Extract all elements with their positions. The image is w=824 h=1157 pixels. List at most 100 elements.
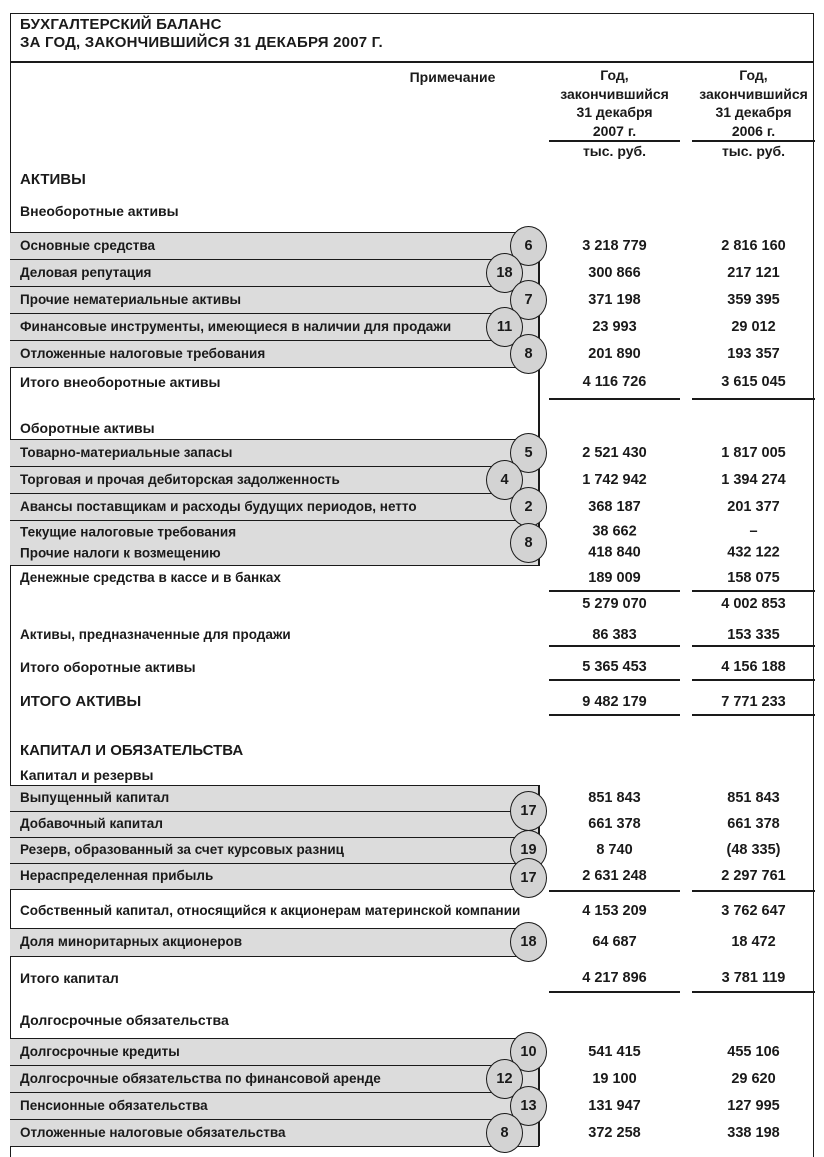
value-2006: 2 816 160 — [721, 237, 786, 254]
value-2006: (48 335) — [726, 842, 781, 858]
note-badge: 13 — [510, 1085, 547, 1126]
subsection-heading-capital: Капитал и резервы — [20, 767, 154, 783]
value-2006: 29 012 — [731, 318, 776, 335]
value-2007: 189 009 — [588, 569, 641, 586]
value-2007: 8 740 — [596, 842, 633, 858]
row-shading — [10, 520, 539, 565]
row-label: Денежные средства в кассе и в банках — [20, 569, 281, 585]
table-row: Товарно-материальные запасы 5 2 521 430 … — [10, 432, 814, 473]
note-badge: 17 — [510, 858, 547, 899]
total-rule — [549, 991, 680, 993]
value-2007: 86 383 — [592, 627, 637, 643]
value-2006: 3 781 119 — [721, 970, 786, 986]
value-2006: 127 995 — [727, 1097, 780, 1114]
table-row: Добавочный капитал 17 661 378 661 378 — [10, 791, 814, 837]
value-2007: 131 947 — [588, 1097, 641, 1114]
grand-total-rule — [549, 714, 680, 716]
value-2007: 371 198 — [588, 291, 641, 308]
current-subtotal-row: 5 279 070 4 002 853 — [10, 593, 814, 615]
section-heading-assets: АКТИВЫ — [20, 171, 86, 188]
note-badge: 2 — [510, 486, 547, 527]
value-2007: 23 993 — [592, 318, 637, 335]
total-rule — [692, 991, 815, 993]
row-shading — [10, 1119, 539, 1146]
row-label: Долгосрочные кредиты — [20, 1043, 180, 1059]
value-2006: 661 378 — [727, 816, 780, 832]
value-2006: – 432 122 — [727, 523, 780, 561]
noncurrent-assets-block: Основные средства 6 3 218 779 2 816 160 … — [10, 225, 814, 374]
row-label: Долгосрочные обязательства по финансовой… — [20, 1070, 381, 1086]
table-row: Доля миноритарных акционеров 18 64 687 1… — [10, 922, 814, 962]
value-2007: 5 365 453 — [582, 658, 647, 675]
row-label: Доля миноритарных акционеров — [20, 934, 242, 949]
note-badge: 8 — [510, 522, 547, 563]
table-row: Финансовые инструменты, имеющиеся в нали… — [10, 306, 814, 347]
document-title-line2: ЗА ГОД, ЗАКОНЧИВШИЙСЯ 31 ДЕКАБРЯ 2007 Г. — [20, 34, 383, 51]
total-rule — [692, 645, 815, 647]
subsection-heading-noncurrent: Внеоборотные активы — [20, 203, 179, 219]
row-shading — [10, 863, 539, 889]
value-2006: 3 762 647 — [721, 902, 786, 919]
row-label: Резерв, образованный за счет курсовых ра… — [20, 842, 344, 857]
row-shading — [10, 313, 539, 340]
row-shading — [10, 1092, 539, 1119]
subsection-heading-current: Оборотные активы — [20, 420, 155, 436]
row-shading — [10, 439, 539, 466]
row-shading — [10, 259, 539, 286]
table-row: Отложенные налоговые обязательства 8 372… — [10, 1112, 814, 1153]
value-2006: 1 817 005 — [721, 444, 786, 461]
row-shading — [10, 493, 539, 520]
value-2006: 455 106 — [727, 1043, 780, 1060]
row-label: Отложенные налоговые требования — [20, 345, 266, 361]
row-label: Прочие нематериальные активы — [20, 291, 242, 307]
block-bottom-line — [10, 1146, 539, 1148]
row-label: Итого оборотные активы — [20, 658, 196, 675]
value-2006: 29 620 — [731, 1070, 776, 1087]
row-label: Нераспределенная прибыль — [20, 868, 214, 883]
row-label: Финансовые инструменты, имеющиеся в нали… — [20, 318, 452, 334]
document-title-line1: БУХГАЛТЕРСКИЙ БАЛАНС — [20, 16, 222, 33]
table-row: Выпущенный капитал 851 843 851 843 — [10, 785, 814, 811]
value-2007: 300 866 — [588, 264, 641, 281]
table-divider-line — [538, 232, 540, 566]
row-shading — [10, 928, 539, 956]
column-header-2006: Год, закончившийся 31 декабря 2006 г. — [699, 67, 808, 139]
value-2007: 541 415 — [588, 1043, 641, 1060]
minority-block: Доля миноритарных акционеров 18 64 687 1… — [10, 922, 814, 962]
row-label: Итого капитал — [20, 970, 119, 986]
value-2006: 4 156 188 — [721, 658, 786, 675]
total-row-noncurrent: Итого внеоборотные активы 4 116 726 3 61… — [10, 369, 814, 395]
value-2007: 4 217 896 — [582, 970, 647, 986]
column-header-2007: Год, закончившийся 31 декабря 2007 г. — [560, 67, 669, 139]
total-row-current: Итого оборотные активы 5 365 453 4 156 1… — [10, 655, 814, 678]
row-label: Собственный капитал, относящийся к акцио… — [20, 902, 521, 918]
capital-block: Выпущенный капитал 851 843 851 843 Добав… — [10, 785, 814, 899]
value-2006: 217 121 — [727, 264, 780, 281]
value-2007: 2 631 248 — [582, 868, 647, 884]
note-badge: 18 — [486, 252, 523, 293]
subtotal-rule — [692, 590, 815, 592]
value-2006: 851 843 — [727, 790, 780, 806]
value-2006: 359 395 — [727, 291, 780, 308]
value-2007: 368 187 — [588, 498, 641, 515]
total-rule — [692, 679, 815, 681]
value-2006: 153 335 — [727, 627, 780, 643]
value-2006: 1 394 274 — [721, 471, 786, 488]
value-2006: 18 472 — [731, 934, 776, 950]
row-shading — [10, 811, 539, 837]
total-assets-row: ИТОГО АКТИВЫ 9 482 179 7 771 233 — [10, 690, 814, 714]
block-bottom-line — [10, 565, 539, 567]
value-2006: 3 615 045 — [721, 374, 786, 390]
note-badge: 8 — [486, 1112, 523, 1153]
row-label: Выпущенный капитал — [20, 790, 170, 805]
total-capital-row: Итого капитал 4 217 896 3 781 119 — [10, 966, 814, 990]
row-label: Текущие налоговые требования Прочие нало… — [20, 524, 237, 561]
value-2007: 372 258 — [588, 1124, 641, 1141]
total-rule — [549, 645, 680, 647]
grand-total-rule — [692, 714, 815, 716]
value-2007: 64 687 — [592, 934, 637, 950]
row-label: Отложенные налоговые обязательства — [20, 1124, 286, 1140]
value-2007: 9 482 179 — [582, 694, 647, 710]
row-label: Добавочный капитал — [20, 816, 163, 831]
